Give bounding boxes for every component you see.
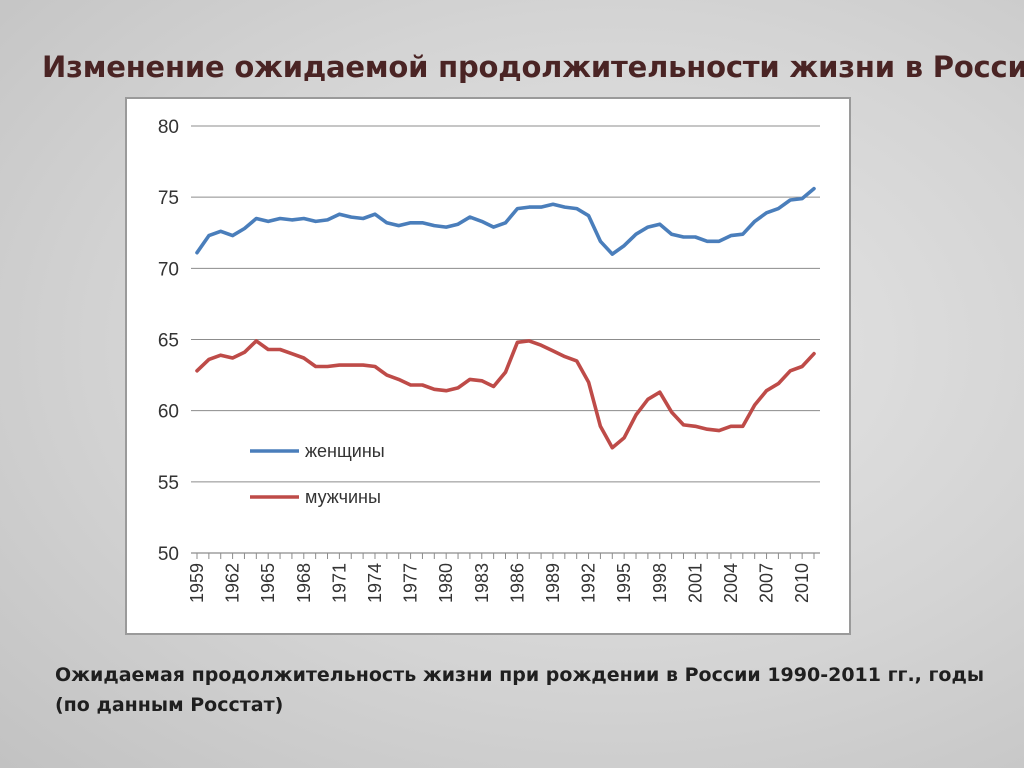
series-lines bbox=[195, 186, 816, 450]
y-tick-labels: 50 55 60 65 70 75 80 bbox=[158, 117, 179, 565]
y-tick-label-50: 50 bbox=[158, 544, 179, 565]
x-tick-label-1992: 1992 bbox=[579, 563, 599, 603]
series-line-men bbox=[195, 339, 816, 450]
x-tick-label-1977: 1977 bbox=[401, 563, 421, 603]
x-tick-label-2001: 2001 bbox=[685, 563, 705, 603]
y-tick-label-75: 75 bbox=[158, 188, 179, 209]
x-tick-label-1959: 1959 bbox=[187, 563, 207, 603]
caption-line-2: (по данным Росстат) bbox=[55, 694, 284, 716]
x-tick-label-2007: 2007 bbox=[757, 563, 777, 603]
grid-lines bbox=[191, 125, 820, 483]
x-tick-label-1983: 1983 bbox=[472, 563, 492, 603]
legend-label-women: женщины bbox=[305, 441, 385, 461]
legend-label-men: мужчины bbox=[305, 487, 381, 507]
y-tick-label-80: 80 bbox=[158, 117, 179, 138]
y-tick-label-55: 55 bbox=[158, 473, 179, 494]
axes bbox=[191, 552, 820, 559]
x-tick-label-1998: 1998 bbox=[650, 563, 670, 603]
y-tick-label-60: 60 bbox=[158, 402, 179, 423]
x-tick-label-1965: 1965 bbox=[258, 563, 278, 603]
x-tick-label-1986: 1986 bbox=[507, 563, 527, 603]
series-line-women bbox=[195, 186, 816, 256]
x-tick-labels: 1959 1962 1965 1968 1971 1974 1977 1980 1983 1986… bbox=[187, 563, 812, 603]
legend: женщины мужчины bbox=[250, 441, 385, 507]
x-tick-label-1962: 1962 bbox=[223, 563, 243, 603]
x-tick-label-1968: 1968 bbox=[294, 563, 314, 603]
x-tick-label-1995: 1995 bbox=[614, 563, 634, 603]
x-tick-label-1989: 1989 bbox=[543, 563, 563, 603]
y-tick-label-70: 70 bbox=[158, 259, 179, 280]
x-tick-label-1980: 1980 bbox=[436, 563, 456, 603]
y-tick-label-65: 65 bbox=[158, 331, 179, 352]
chart-frame: 50 55 60 65 70 75 80 1959 1962 1965 1968 1971 1974 1… bbox=[125, 97, 851, 635]
chart-caption: Ожидаемая продолжительность жизни при ро… bbox=[55, 660, 985, 720]
caption-line-1: Ожидаемая продолжительность жизни при ро… bbox=[55, 664, 985, 686]
slide-title: Изменение ожидаемой продолжительности жи… bbox=[42, 50, 1024, 84]
x-tick-label-1974: 1974 bbox=[365, 563, 385, 603]
x-tick-label-2010: 2010 bbox=[792, 563, 812, 603]
x-tick-label-1971: 1971 bbox=[329, 563, 349, 603]
x-tick-label-2004: 2004 bbox=[721, 563, 741, 603]
